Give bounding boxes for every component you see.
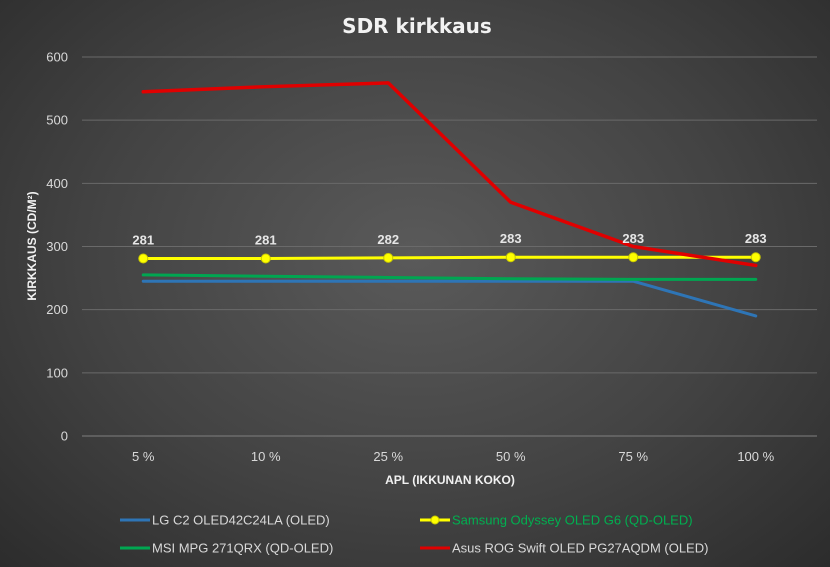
y-tick-label: 300 <box>46 239 68 254</box>
legend-entry: LG C2 OLED42C24LA (OLED) <box>152 513 330 528</box>
x-axis-ticks: 5 % 10 % 25 % 50 % 75 % 100 % <box>132 449 775 464</box>
series-line <box>141 255 758 261</box>
data-label: 281 <box>255 233 277 248</box>
data-point <box>750 252 761 263</box>
y-tick-label: 400 <box>46 176 68 191</box>
data-point <box>628 252 639 263</box>
data-point <box>383 252 394 263</box>
x-tick-label: 50 % <box>496 449 526 464</box>
y-tick-label: 500 <box>46 113 68 128</box>
legend: LG C2 OLED42C24LA (OLED) Samsung Odyssey … <box>120 513 708 556</box>
x-tick-label: 25 % <box>373 449 403 464</box>
x-axis-title: APL (IKKUNAN KOKO) <box>385 473 515 487</box>
data-label: 283 <box>622 231 644 246</box>
data-label: 283 <box>745 231 767 246</box>
y-tick-label: 200 <box>46 302 68 317</box>
data-label: 281 <box>132 233 154 248</box>
y-tick-label: 100 <box>46 365 68 380</box>
y-axis-title: KIRKKAUS (CD/M²) <box>25 191 39 300</box>
x-tick-label: 5 % <box>132 449 155 464</box>
legend-entry: Samsung Odyssey OLED G6 (QD-OLED) <box>452 513 693 528</box>
legend-marker <box>430 515 440 525</box>
data-label: 283 <box>500 231 522 246</box>
data-labels: 281 281 282 283 283 283 <box>132 231 766 247</box>
x-tick-label: 75 % <box>618 449 648 464</box>
x-tick-label: 10 % <box>251 449 281 464</box>
legend-entry: MSI MPG 271QRX (QD-OLED) <box>152 541 333 556</box>
y-tick-label: 0 <box>61 429 68 444</box>
data-point <box>505 252 516 263</box>
legend-entry: Asus ROG Swift OLED PG27AQDM (OLED) <box>452 541 708 556</box>
data-point <box>138 253 149 264</box>
chart-title: SDR kirkkaus <box>342 14 492 38</box>
data-point <box>260 253 271 264</box>
gridlines <box>82 56 817 437</box>
series-lines <box>138 81 761 318</box>
y-axis-ticks: 0 100 200 300 400 500 600 <box>46 50 68 444</box>
x-tick-label: 100 % <box>737 449 774 464</box>
y-tick-label: 600 <box>46 50 68 65</box>
series-line <box>141 81 758 268</box>
data-label: 282 <box>377 232 399 247</box>
series-line <box>141 279 758 318</box>
series-line <box>141 273 758 281</box>
